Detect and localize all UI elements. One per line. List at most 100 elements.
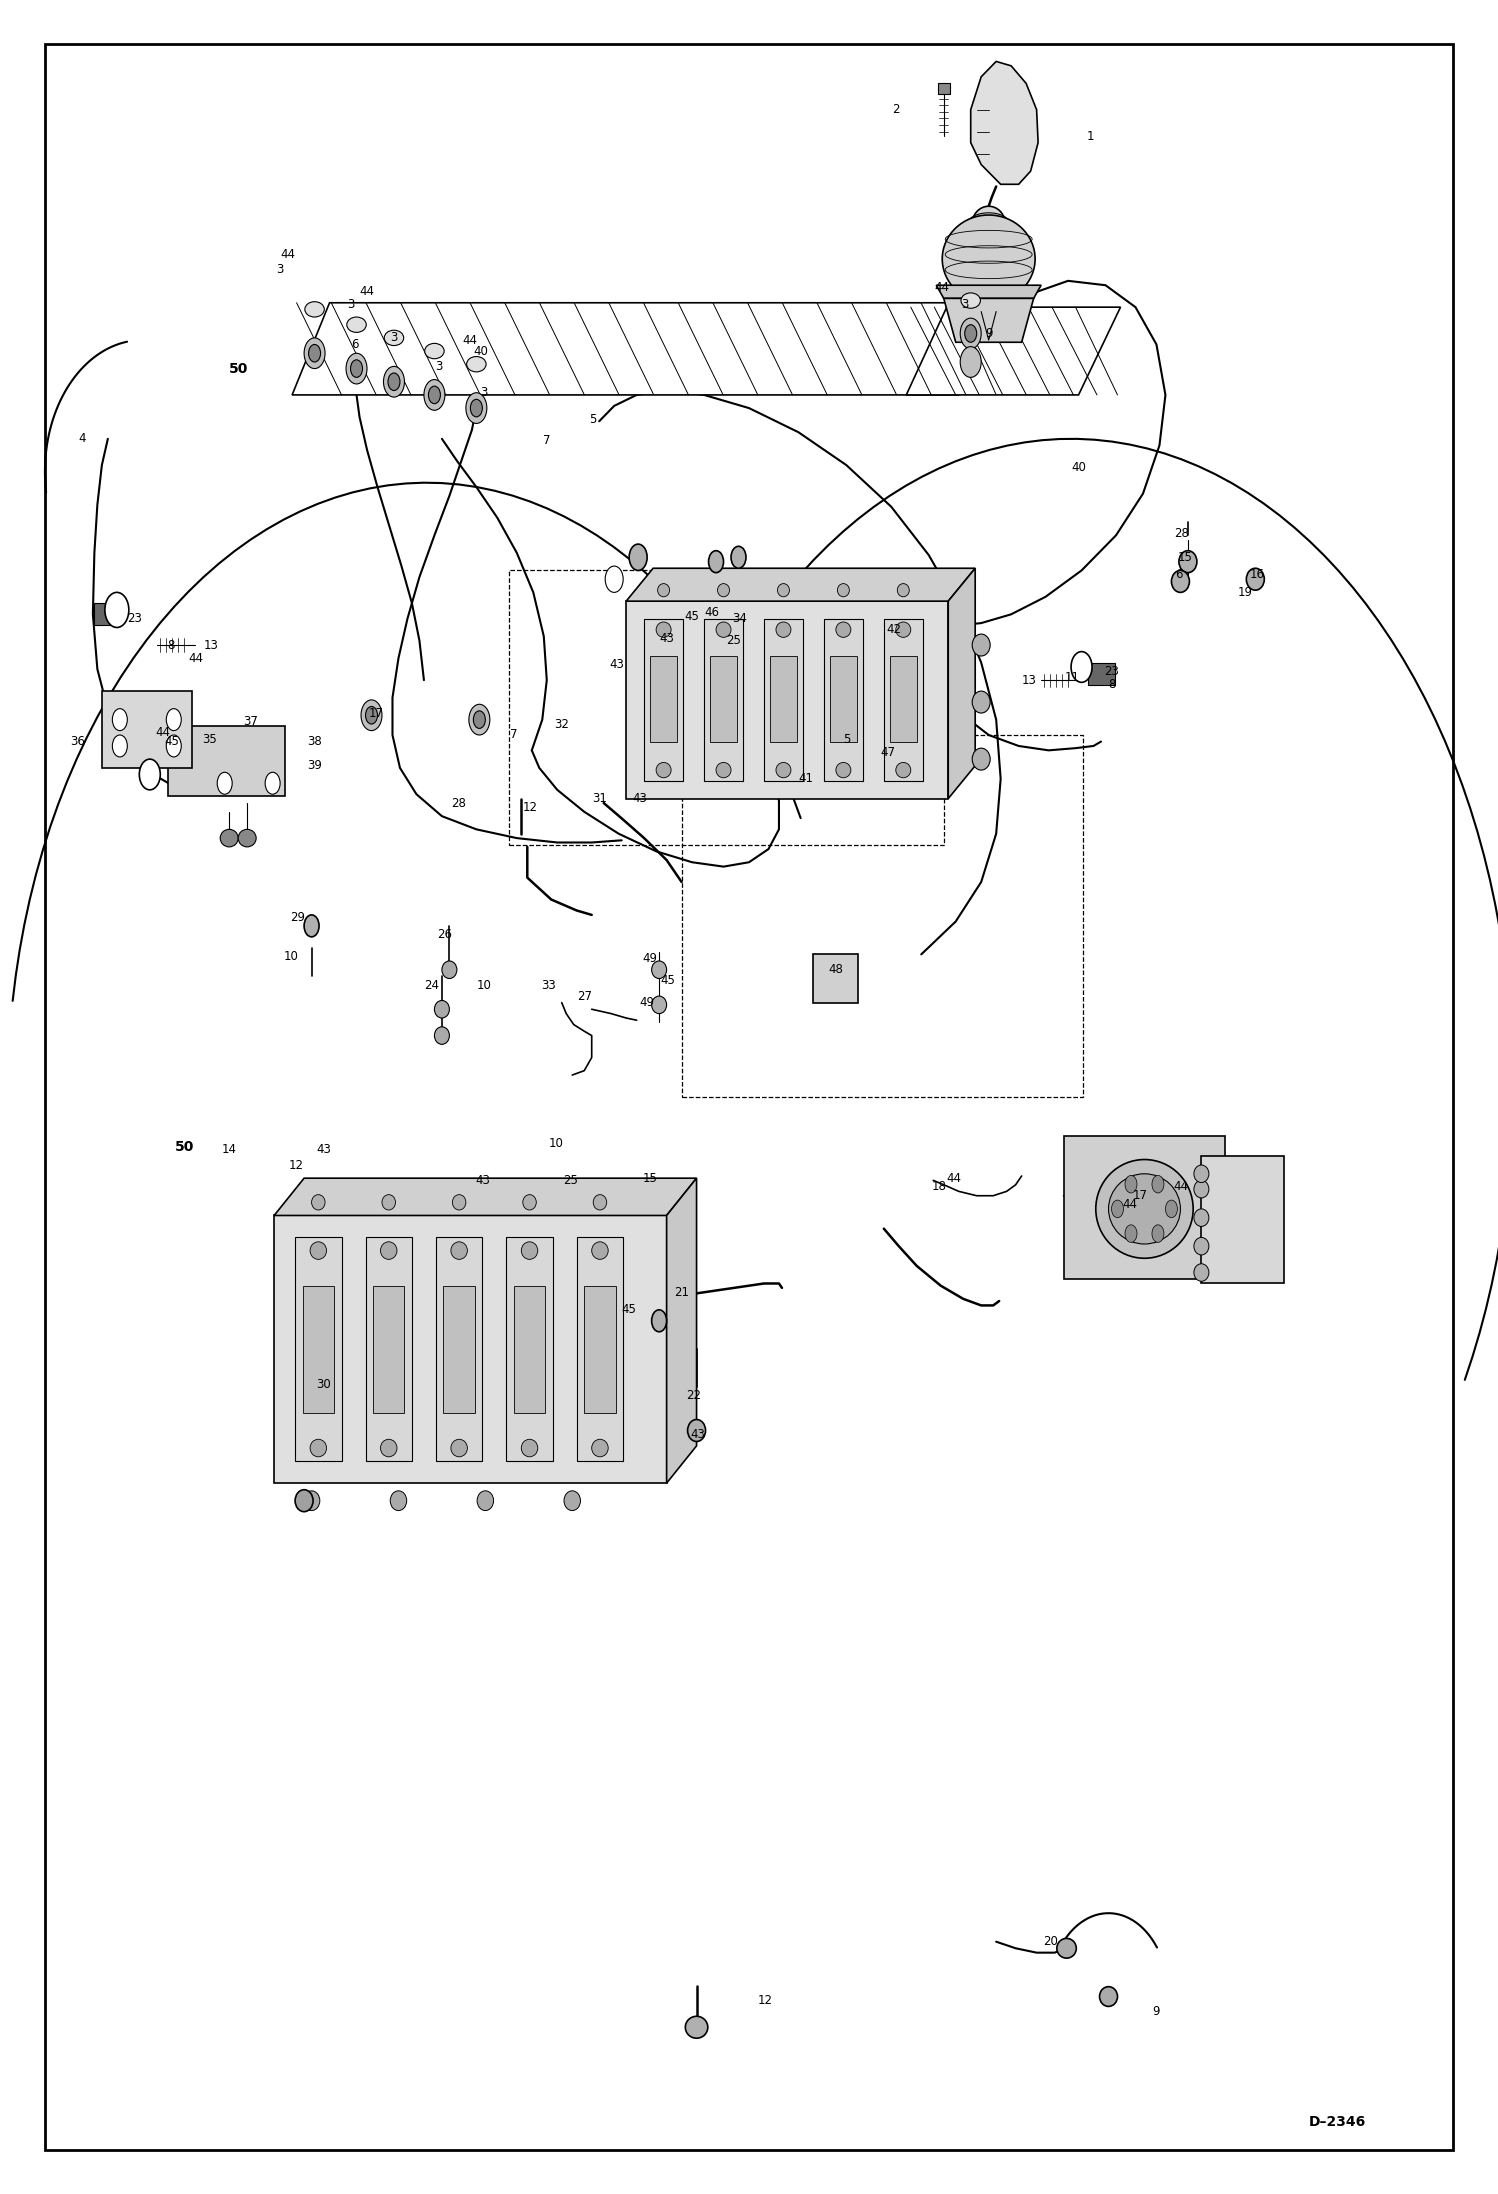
Bar xyxy=(644,619,683,781)
Ellipse shape xyxy=(836,623,851,638)
Ellipse shape xyxy=(388,373,400,391)
Ellipse shape xyxy=(731,546,746,568)
Ellipse shape xyxy=(310,1242,327,1259)
Circle shape xyxy=(217,772,232,794)
Ellipse shape xyxy=(709,551,724,573)
Ellipse shape xyxy=(776,764,791,779)
Text: 46: 46 xyxy=(704,606,719,619)
Text: 3: 3 xyxy=(436,360,442,373)
Text: 42: 42 xyxy=(887,623,902,636)
Text: 3: 3 xyxy=(962,298,968,312)
Ellipse shape xyxy=(451,1439,467,1457)
Text: 6: 6 xyxy=(351,338,360,351)
Ellipse shape xyxy=(366,706,377,724)
Bar xyxy=(168,726,285,796)
Bar xyxy=(295,1237,342,1461)
Ellipse shape xyxy=(346,316,367,333)
Text: 9: 9 xyxy=(1152,2005,1161,2018)
Ellipse shape xyxy=(1194,1180,1209,1198)
Text: 21: 21 xyxy=(674,1286,689,1299)
Bar xyxy=(1064,1136,1225,1279)
Circle shape xyxy=(166,735,181,757)
Text: 29: 29 xyxy=(291,911,306,924)
Bar xyxy=(938,83,950,94)
Text: 36: 36 xyxy=(70,735,85,748)
Ellipse shape xyxy=(442,961,457,979)
Text: 7: 7 xyxy=(542,434,551,448)
Bar xyxy=(1201,1156,1284,1283)
Text: 44: 44 xyxy=(360,285,374,298)
Ellipse shape xyxy=(351,360,363,377)
Bar xyxy=(443,1286,475,1413)
Ellipse shape xyxy=(656,623,671,638)
Ellipse shape xyxy=(836,764,851,779)
Ellipse shape xyxy=(346,353,367,384)
Bar xyxy=(509,570,944,845)
Ellipse shape xyxy=(942,215,1035,303)
Text: 10: 10 xyxy=(548,1136,563,1150)
Text: 41: 41 xyxy=(798,772,813,785)
Text: 25: 25 xyxy=(727,634,742,647)
Text: 33: 33 xyxy=(541,979,556,992)
Text: 17: 17 xyxy=(1132,1189,1147,1202)
Text: 44: 44 xyxy=(1173,1180,1188,1194)
Text: 31: 31 xyxy=(592,792,607,805)
Ellipse shape xyxy=(716,764,731,779)
Polygon shape xyxy=(906,307,1121,395)
Bar xyxy=(824,619,863,781)
Text: 5: 5 xyxy=(590,412,596,426)
Text: 11: 11 xyxy=(1065,671,1080,685)
Text: 14: 14 xyxy=(222,1143,237,1156)
Ellipse shape xyxy=(972,748,990,770)
Ellipse shape xyxy=(425,342,443,360)
Ellipse shape xyxy=(238,829,256,847)
Ellipse shape xyxy=(380,1439,397,1457)
Text: 3: 3 xyxy=(348,298,354,312)
Polygon shape xyxy=(936,285,1041,298)
Bar xyxy=(94,603,121,625)
Ellipse shape xyxy=(382,1194,395,1211)
Polygon shape xyxy=(948,568,975,799)
Circle shape xyxy=(105,592,129,627)
Ellipse shape xyxy=(523,1194,536,1211)
Ellipse shape xyxy=(1246,568,1264,590)
Text: 3: 3 xyxy=(277,263,283,276)
Ellipse shape xyxy=(1194,1165,1209,1183)
Text: 43: 43 xyxy=(475,1174,490,1187)
Ellipse shape xyxy=(777,584,789,597)
Text: 12: 12 xyxy=(289,1158,304,1172)
Text: 49: 49 xyxy=(640,996,655,1009)
Text: 3: 3 xyxy=(481,386,487,399)
Text: 35: 35 xyxy=(202,733,217,746)
Text: 27: 27 xyxy=(577,989,592,1003)
Text: 10: 10 xyxy=(283,950,298,963)
Ellipse shape xyxy=(389,1492,406,1512)
Ellipse shape xyxy=(1194,1264,1209,1281)
Ellipse shape xyxy=(1171,570,1189,592)
Ellipse shape xyxy=(304,915,319,937)
Text: 12: 12 xyxy=(523,801,538,814)
Text: 45: 45 xyxy=(165,735,180,748)
Ellipse shape xyxy=(652,1310,667,1332)
Text: 39: 39 xyxy=(307,759,322,772)
Bar xyxy=(577,1237,623,1461)
Ellipse shape xyxy=(309,344,321,362)
Text: 26: 26 xyxy=(437,928,452,941)
Circle shape xyxy=(112,709,127,731)
Text: 2: 2 xyxy=(891,103,900,116)
Circle shape xyxy=(1152,1176,1164,1194)
Bar xyxy=(626,601,948,799)
Ellipse shape xyxy=(716,623,731,638)
Text: 7: 7 xyxy=(509,728,518,742)
Ellipse shape xyxy=(897,584,909,597)
Ellipse shape xyxy=(686,2016,709,2038)
Ellipse shape xyxy=(652,996,667,1014)
Ellipse shape xyxy=(434,1027,449,1044)
Text: 17: 17 xyxy=(369,706,383,720)
Ellipse shape xyxy=(837,584,849,597)
Ellipse shape xyxy=(1109,1174,1180,1244)
Text: 38: 38 xyxy=(307,735,322,748)
Polygon shape xyxy=(626,568,975,601)
Bar xyxy=(373,1286,404,1413)
Text: D–2346: D–2346 xyxy=(1309,2115,1366,2128)
